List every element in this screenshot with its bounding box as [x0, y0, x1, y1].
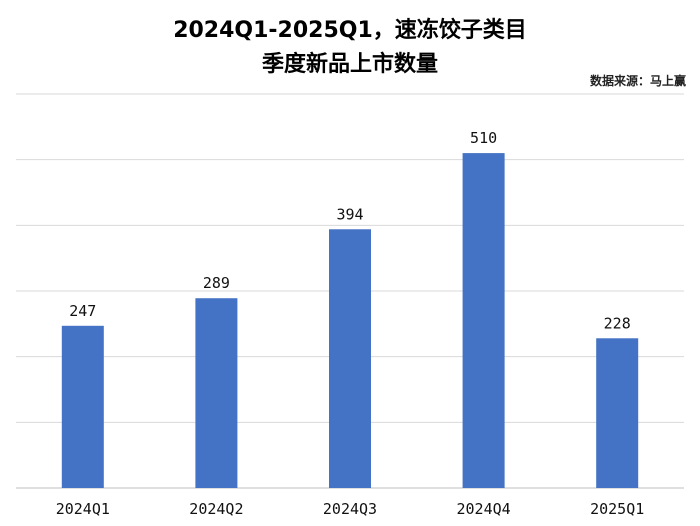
data-source-note: 数据来源：马上赢 [589, 74, 686, 88]
bar-2024Q4 [462, 153, 505, 488]
data-label-2024Q1: 247 [69, 302, 96, 320]
data-label-2024Q3: 394 [336, 205, 363, 223]
bar-2024Q1 [61, 325, 104, 488]
data-label-2024Q2: 289 [203, 274, 230, 292]
bar-2024Q2 [195, 298, 238, 488]
x-tick-label-2024Q1: 2024Q1 [56, 500, 110, 518]
x-tick-label-2024Q4: 2024Q4 [457, 500, 511, 518]
data-label-2024Q4: 510 [470, 129, 497, 147]
x-tick-label-2024Q2: 2024Q2 [189, 500, 243, 518]
data-label-2025Q1: 228 [604, 314, 631, 332]
bar-2024Q3 [329, 229, 371, 489]
bar-2025Q1 [596, 338, 639, 488]
chart-subtitle: 季度新品上市数量 [261, 52, 438, 77]
chart-title: 2024Q1-2025Q1，速冻饺子类目 [173, 18, 527, 43]
x-tick-label-2024Q3: 2024Q3 [323, 500, 377, 518]
x-tick-label-2025Q1: 2025Q1 [590, 500, 644, 518]
